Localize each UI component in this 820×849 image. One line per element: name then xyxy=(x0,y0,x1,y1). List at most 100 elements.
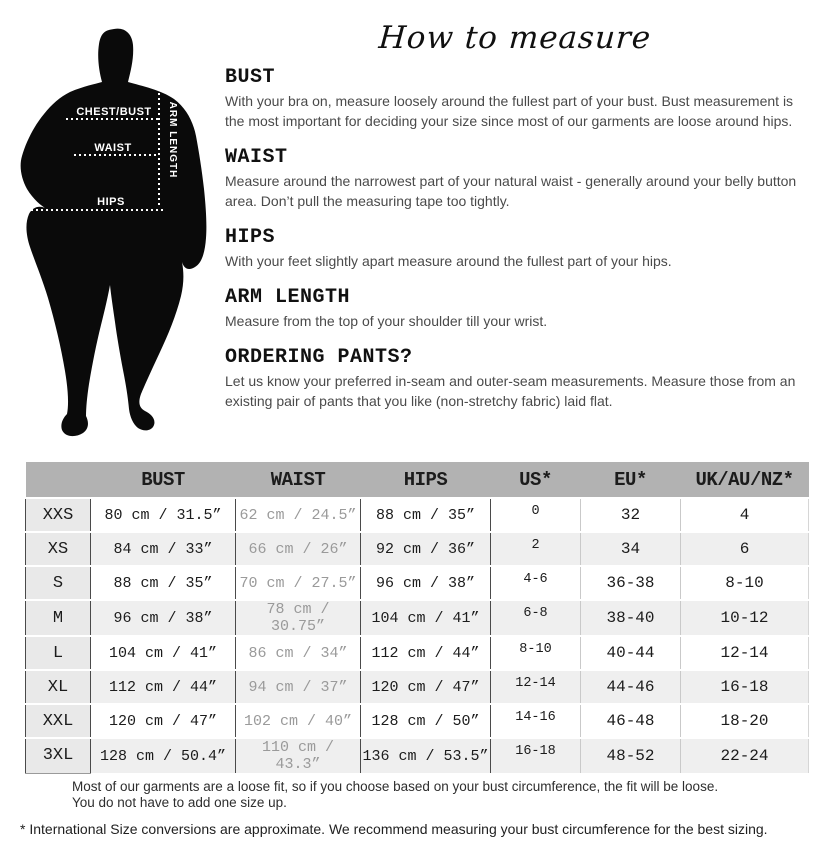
table-row-xxs: XXS 80 cm / 31.5” 62 cm / 24.5” 88 cm / … xyxy=(25,497,809,532)
section-heading: WAIST xyxy=(225,146,288,169)
uk-cell: 16-18 xyxy=(680,669,809,704)
section-heading: ORDERING PANTS? xyxy=(225,346,413,369)
hips-cell: 92 cm / 36” xyxy=(360,531,491,566)
size-table-header-row: BUST WAIST HIPS US* EU* UK/AU/NZ* xyxy=(25,462,809,498)
uk-cell: 22-24 xyxy=(680,737,809,773)
size-cell: S xyxy=(25,565,91,600)
size-cell: XS xyxy=(25,531,91,566)
size-cell: M xyxy=(25,599,91,636)
section-heading: HIPS xyxy=(225,226,276,249)
size-cell: XL xyxy=(25,669,91,704)
us-cell: 0 xyxy=(490,497,581,532)
conversion-note: * International Size conversions are app… xyxy=(20,821,768,837)
section-arm-length: ARM LENGTH Measure from the top of your … xyxy=(225,286,810,331)
bust-cell: 88 cm / 35” xyxy=(90,565,236,600)
uk-cell: 10-12 xyxy=(680,599,809,636)
hips-cell: 104 cm / 41” xyxy=(360,599,491,636)
size-cell: 3XL xyxy=(25,737,91,774)
us-cell: 6-8 xyxy=(490,599,581,636)
uk-cell: 12-14 xyxy=(680,635,809,670)
eu-cell: 32 xyxy=(580,497,681,532)
section-bust: BUST With your bra on, measure loosely a… xyxy=(225,66,810,131)
header-eu: EU* xyxy=(580,462,681,498)
bust-cell: 96 cm / 38” xyxy=(90,599,236,636)
section-heading: BUST xyxy=(225,66,276,89)
table-row-xxl: XXL 120 cm / 47” 102 cm / 40” 128 cm / 5… xyxy=(25,703,809,738)
waist-cell: 94 cm / 37” xyxy=(235,669,361,704)
eu-cell: 46-48 xyxy=(580,703,681,738)
header-waist: WAIST xyxy=(235,462,361,498)
eu-cell: 36-38 xyxy=(580,565,681,600)
size-cell: XXL xyxy=(25,703,91,738)
fit-note-line1: Most of our garments are a loose fit, so… xyxy=(72,779,719,794)
waist-cell: 86 cm / 34” xyxy=(235,635,361,670)
us-cell: 8-10 xyxy=(490,635,581,670)
arm-length-label: ARM LENGTH xyxy=(167,102,178,179)
table-row-xs: XS 84 cm / 33” 66 cm / 26” 92 cm / 36” 2… xyxy=(25,531,809,566)
chest-bust-label: CHEST/BUST xyxy=(76,106,151,118)
eu-cell: 40-44 xyxy=(580,635,681,670)
section-body: Measure from the top of your shoulder ti… xyxy=(225,313,548,329)
body-silhouette xyxy=(20,28,207,437)
waist-cell: 66 cm / 26” xyxy=(235,531,361,566)
table-row-m: M 96 cm / 38” 78 cm / 30.75” 104 cm / 41… xyxy=(25,599,809,636)
header-bust: BUST xyxy=(90,462,236,498)
section-body: With your feet slightly apart measure ar… xyxy=(225,253,672,269)
section-heading: ARM LENGTH xyxy=(225,286,351,309)
waist-cell: 62 cm / 24.5” xyxy=(235,497,361,532)
hips-cell: 128 cm / 50” xyxy=(360,703,491,738)
waist-label: WAIST xyxy=(94,142,131,154)
us-cell: 4-6 xyxy=(490,565,581,600)
bust-cell: 80 cm / 31.5” xyxy=(90,497,236,532)
header-hips: HIPS xyxy=(360,462,491,498)
bust-cell: 120 cm / 47” xyxy=(90,703,236,738)
section-body: Let us know your preferred in-seam and o… xyxy=(225,373,796,409)
measurement-figure: CHEST/BUST WAIST HIPS ARM LENGTH xyxy=(18,25,218,445)
section-ordering-pants: ORDERING PANTS? Let us know your preferr… xyxy=(225,346,810,411)
size-cell: XXS xyxy=(25,497,91,532)
waist-cell: 78 cm / 30.75” xyxy=(235,599,361,636)
eu-cell: 48-52 xyxy=(580,737,681,773)
waist-cell: 102 cm / 40” xyxy=(235,703,361,738)
section-body: Measure around the narrowest part of you… xyxy=(225,173,797,209)
bust-cell: 112 cm / 44” xyxy=(90,669,236,704)
bust-cell: 104 cm / 41” xyxy=(90,635,236,670)
bust-cell: 128 cm / 50.4” xyxy=(90,737,236,773)
header-us: US* xyxy=(490,462,581,498)
hips-cell: 136 cm / 53.5” xyxy=(360,737,491,773)
eu-cell: 38-40 xyxy=(580,599,681,636)
size-cell: L xyxy=(25,635,91,670)
table-row-xl: XL 112 cm / 44” 94 cm / 37” 120 cm / 47”… xyxy=(25,669,809,704)
waist-cell: 110 cm / 43.3” xyxy=(235,737,361,773)
hips-cell: 112 cm / 44” xyxy=(360,635,491,670)
hips-label: HIPS xyxy=(97,196,125,208)
hips-cell: 120 cm / 47” xyxy=(360,669,491,704)
hips-cell: 96 cm / 38” xyxy=(360,565,491,600)
table-row-l: L 104 cm / 41” 86 cm / 34” 112 cm / 44” … xyxy=(25,635,809,670)
eu-cell: 34 xyxy=(580,531,681,566)
fit-note-line2: You do not have to add one size up. xyxy=(72,795,287,810)
uk-cell: 4 xyxy=(680,497,809,532)
waist-cell: 70 cm / 27.5” xyxy=(235,565,361,600)
fit-note: Most of our garments are a loose fit, so… xyxy=(72,779,792,811)
bust-cell: 84 cm / 33” xyxy=(90,531,236,566)
us-cell: 2 xyxy=(490,531,581,566)
us-cell: 12-14 xyxy=(490,669,581,704)
table-row-3xl: 3XL 128 cm / 50.4” 110 cm / 43.3” 136 cm… xyxy=(25,737,809,774)
header-size xyxy=(25,462,91,498)
us-cell: 16-18 xyxy=(490,737,581,773)
section-body: With your bra on, measure loosely around… xyxy=(225,93,794,129)
eu-cell: 44-46 xyxy=(580,669,681,704)
measure-instructions: BUST With your bra on, measure loosely a… xyxy=(225,66,810,411)
header-uk-au-nz: UK/AU/NZ* xyxy=(680,462,809,498)
section-waist: WAIST Measure around the narrowest part … xyxy=(225,146,810,211)
uk-cell: 8-10 xyxy=(680,565,809,600)
us-cell: 14-16 xyxy=(490,703,581,738)
size-table: BUST WAIST HIPS US* EU* UK/AU/NZ* XXS 80… xyxy=(25,462,809,774)
page-title: How to measure xyxy=(377,20,653,56)
section-hips: HIPS With your feet slightly apart measu… xyxy=(225,226,810,271)
hips-cell: 88 cm / 35” xyxy=(360,497,491,532)
uk-cell: 6 xyxy=(680,531,809,566)
table-row-s: S 88 cm / 35” 70 cm / 27.5” 96 cm / 38” … xyxy=(25,565,809,600)
body-silhouette-illustration: CHEST/BUST WAIST HIPS ARM LENGTH xyxy=(20,28,207,437)
